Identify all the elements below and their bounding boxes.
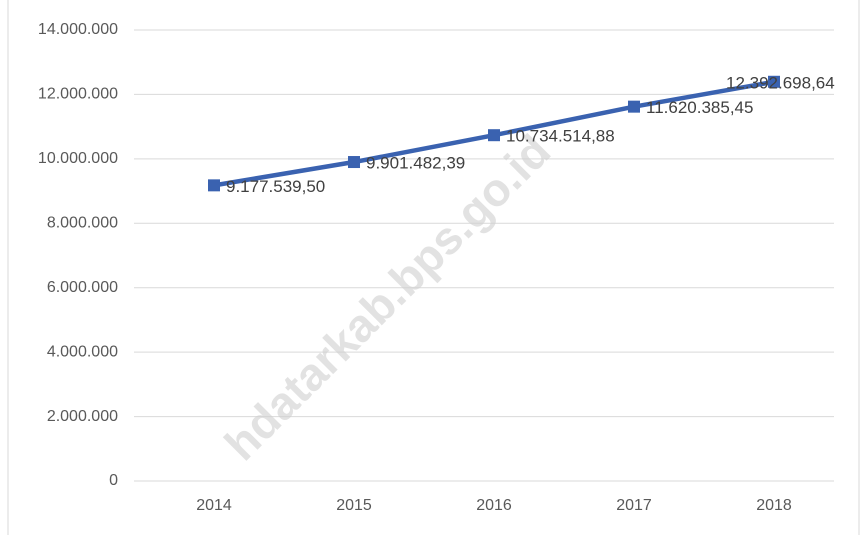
chart-border xyxy=(7,0,860,535)
x-tick-label: 2016 xyxy=(476,497,512,514)
y-tick-label: 4.000.000 xyxy=(47,343,118,360)
data-label: 9.901.482,39 xyxy=(366,154,465,173)
data-label: 11.620.385,45 xyxy=(646,98,753,117)
data-label: 9.177.539,50 xyxy=(226,177,325,196)
y-tick-label: 2.000.000 xyxy=(47,408,118,425)
y-tick-label: 10.000.000 xyxy=(38,150,118,167)
y-tick-label: 0 xyxy=(109,472,118,489)
x-tick-label: 2014 xyxy=(196,497,232,514)
x-tick-label: 2017 xyxy=(616,497,652,514)
marker xyxy=(628,100,640,113)
x-tick-label: 2018 xyxy=(756,497,792,514)
marker xyxy=(208,179,220,192)
marker xyxy=(348,156,360,169)
y-tick-label: 8.000.000 xyxy=(47,215,118,232)
data-label: 12.392.698,64 xyxy=(726,73,835,92)
data-label: 10.734.514,88 xyxy=(506,127,615,146)
y-tick-label: 6.000.000 xyxy=(47,279,118,296)
x-tick-label: 2015 xyxy=(336,497,372,514)
grid xyxy=(134,29,834,482)
marker xyxy=(488,129,500,142)
y-tick-label: 14.000.000 xyxy=(38,21,118,38)
marker xyxy=(768,75,780,88)
y-tick-label: 12.000.000 xyxy=(38,86,118,103)
